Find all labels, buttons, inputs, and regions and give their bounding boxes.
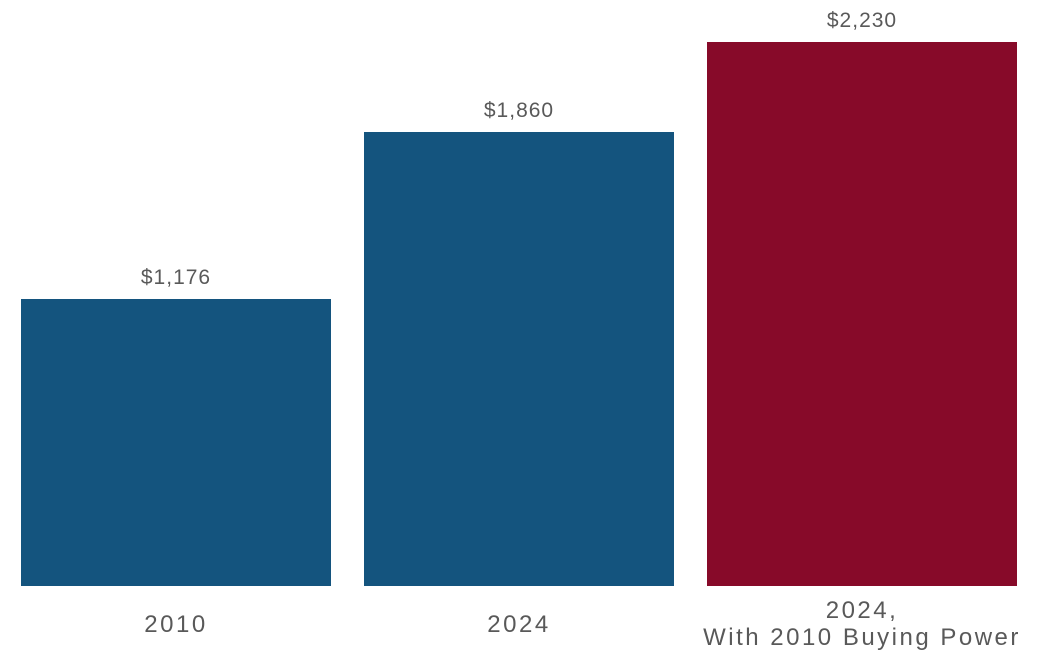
bar-3 (707, 42, 1017, 586)
bar-1 (21, 299, 331, 586)
bar-value-label: $1,860 (483, 99, 555, 122)
x-axis-label: 2024, With 2010 Buying Power (703, 597, 1021, 651)
x-axis-label: 2024 (487, 610, 551, 638)
bar-value-label: $2,230 (826, 9, 898, 32)
bar-2 (364, 132, 674, 586)
plot-area: $1,176 $1,860 $2,230 (21, 9, 1017, 586)
x-axis: 2010 2024 2024, With 2010 Buying Power (0, 586, 1042, 664)
x-axis-label: 2010 (144, 610, 208, 638)
bar-value-label: $1,176 (140, 266, 212, 289)
